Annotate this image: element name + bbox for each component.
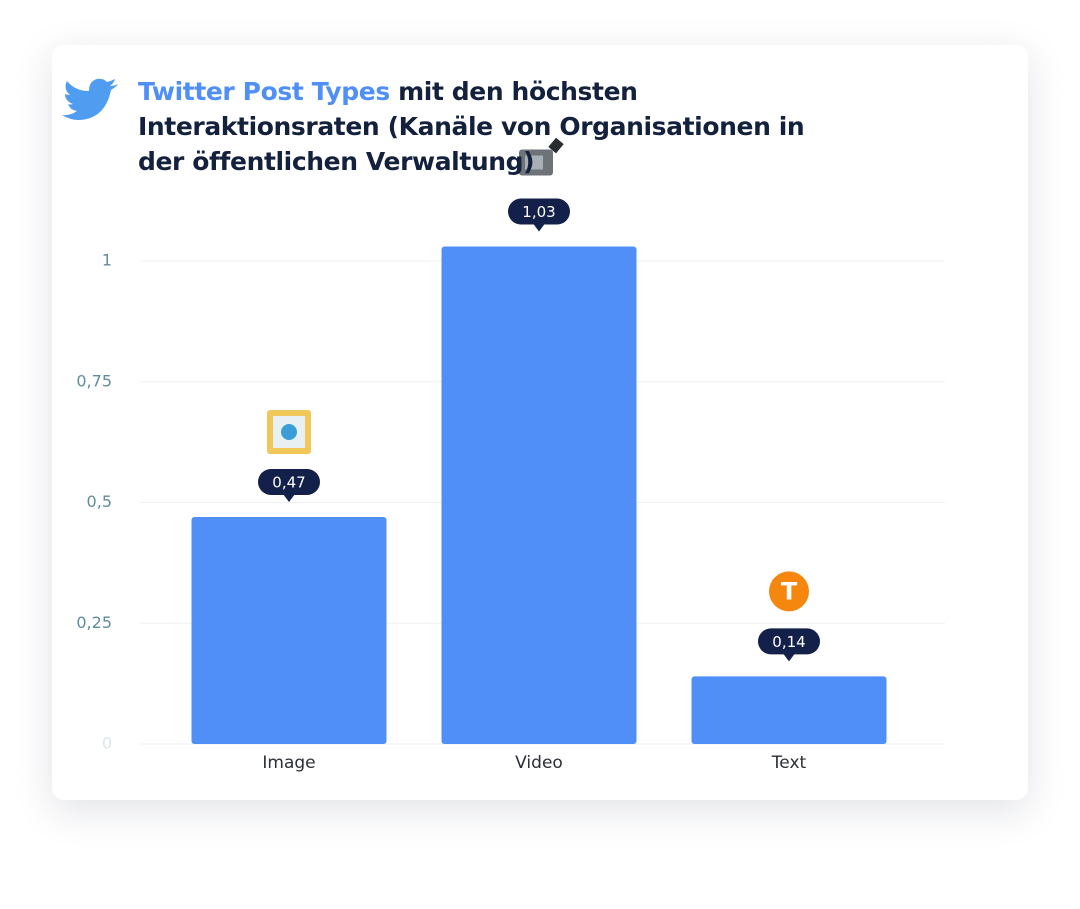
icon-bird <box>281 423 297 440</box>
value-label: 1,03 <box>522 203 555 221</box>
value-label-pointer <box>783 653 795 662</box>
bar <box>191 516 387 744</box>
title-highlight: Twitter Post Types <box>138 77 390 106</box>
icon-letter: T <box>781 577 798 605</box>
bar <box>691 676 887 744</box>
value-label: 0,47 <box>272 473 305 491</box>
icon <box>267 409 311 454</box>
value-label-bg <box>508 198 570 225</box>
value-label-bg <box>758 628 820 655</box>
x-tick-label: Text <box>771 753 807 773</box>
icon: T <box>769 571 809 612</box>
twitter-logo <box>62 78 118 120</box>
icon <box>519 137 564 176</box>
value-label-pointer <box>283 493 295 502</box>
y-tick-label: 0,75 <box>76 371 112 390</box>
icon-camera-screen <box>525 155 543 170</box>
icon-camera-lens <box>548 137 564 154</box>
value-label: 0,14 <box>772 633 805 651</box>
value-label-pointer <box>533 223 545 232</box>
value-label-bg <box>258 468 320 495</box>
chart-title: Twitter Post Types mit den höchsten Inte… <box>138 74 818 179</box>
y-tick-label: 0 <box>102 734 112 753</box>
x-tick-label: Video <box>515 753 563 773</box>
y-tick-label: 0,5 <box>87 492 112 511</box>
y-tick-label: 1 <box>102 251 112 270</box>
bar <box>441 246 637 744</box>
title-text: mit den höchsten Interaktionsraten (Kanä… <box>138 77 805 176</box>
x-tick-label: Image <box>262 753 315 773</box>
icon-circle <box>769 571 809 612</box>
y-tick-label: 0,25 <box>76 613 112 632</box>
